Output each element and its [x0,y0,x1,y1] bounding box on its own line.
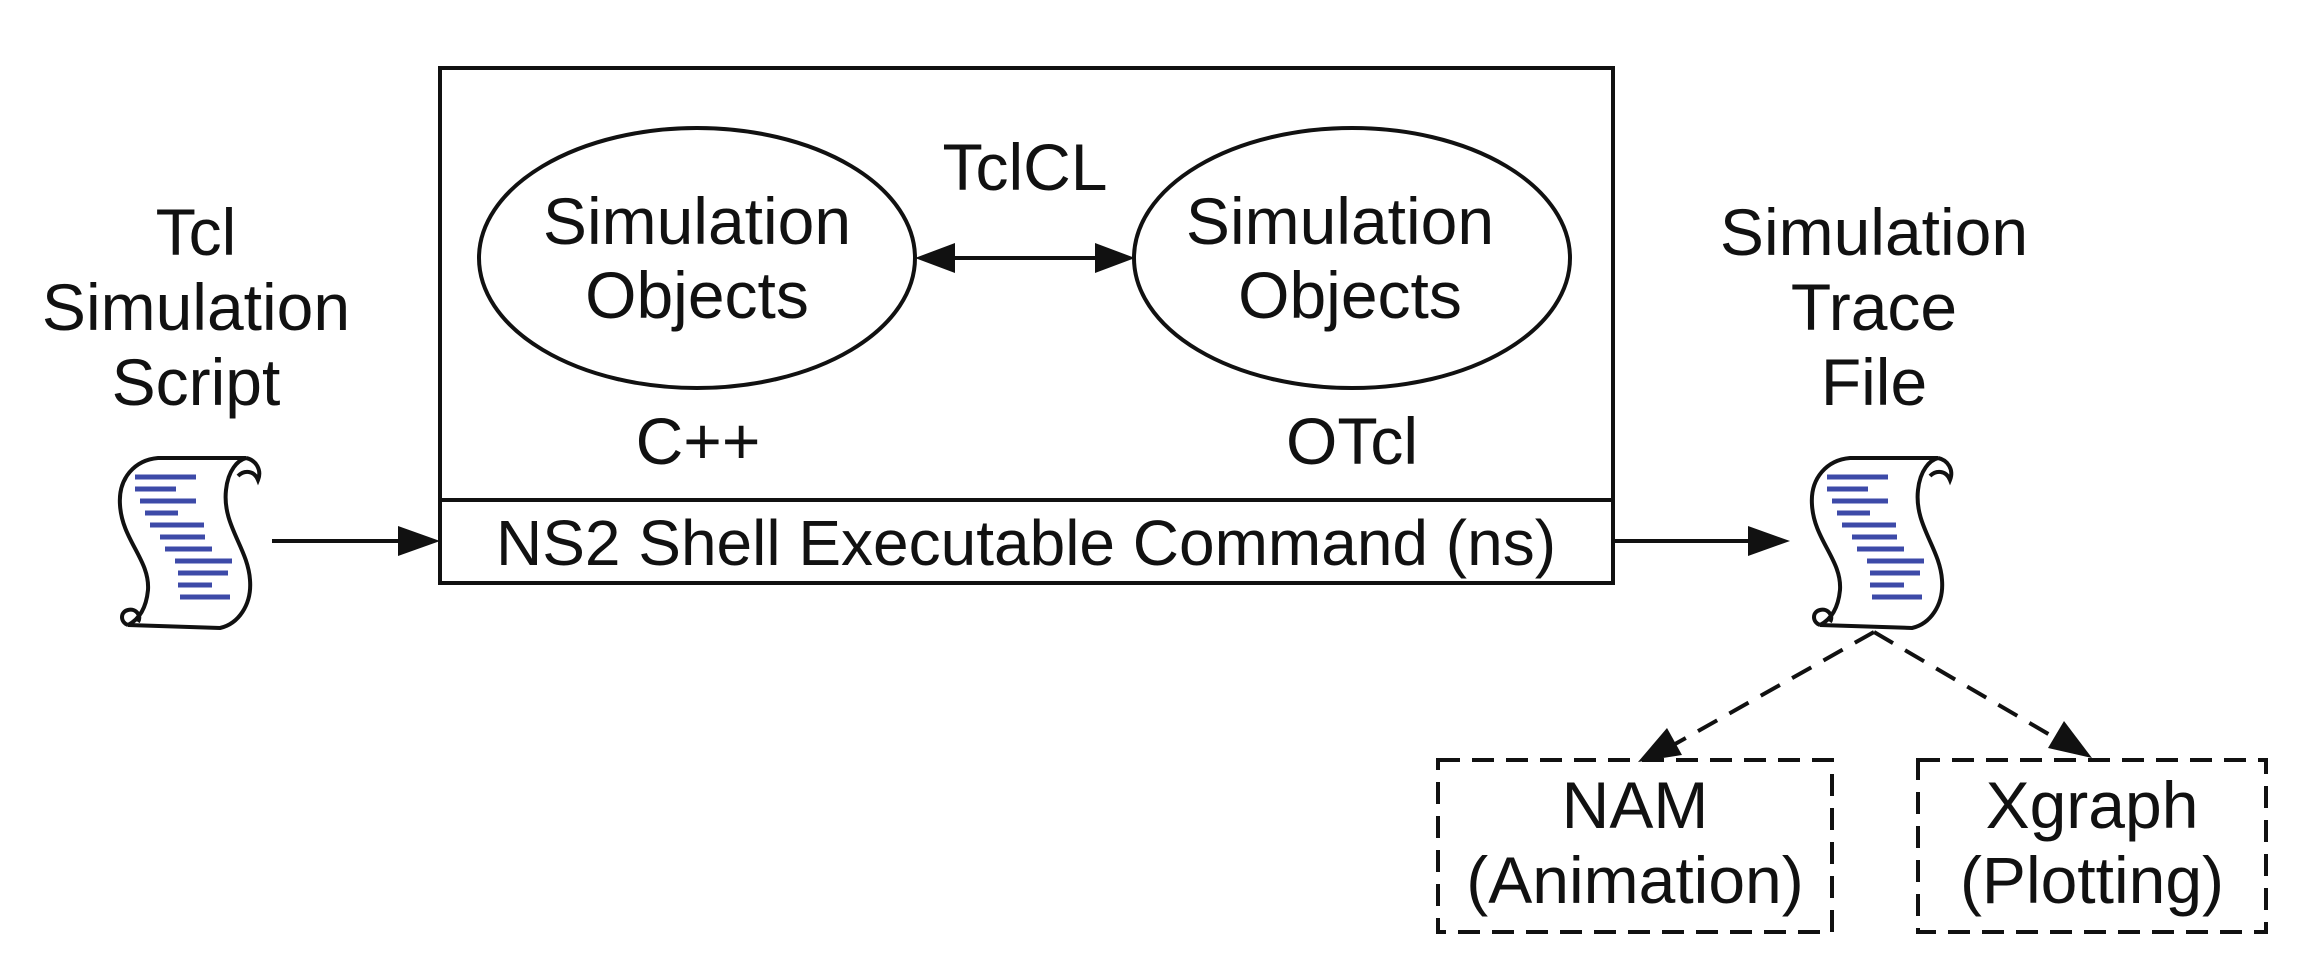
xgraph-line-1: Xgraph [1986,768,2199,842]
script-title-line-3: Script [112,345,281,419]
trace-title-line-1: Simulation [1720,195,2028,269]
nam-line-1: NAM [1562,768,1709,842]
xgraph-line-2: (Plotting) [1960,843,2224,917]
otcl-objects-line-2: Objects [1238,258,1462,332]
ns-to-trace-arrow [1613,526,1790,556]
cpp-objects-line-1: Simulation [543,184,851,258]
nam-tool-box [1436,758,1834,934]
otcl-objects-line-1: Simulation [1186,184,1494,258]
trace-to-nam-dashed-arrow [1638,630,1875,762]
ns-command-label: NS2 Shell Executable Command (ns) [496,507,1556,579]
cpp-label: C++ [636,404,761,478]
nam-line-2: (Animation) [1466,843,1803,917]
xgraph-tool-box [1916,758,2268,934]
cpp-objects-line-2: Objects [585,258,809,332]
trace-title-line-2: Trace [1791,270,1957,344]
tclcl-bidirectional-arrow [915,243,1135,273]
script-to-ns-arrow [272,526,440,556]
tclcl-label: TclCL [942,130,1107,204]
trace-title-line-3: File [1821,345,1927,419]
script-title-line-2: Simulation [42,270,350,344]
trace-file-icon [1809,456,1954,631]
script-title-line-1: Tcl [156,195,237,269]
trace-to-xgraph-dashed-arrow [1872,630,2092,758]
script-file-icon [117,456,262,631]
otcl-label: OTcl [1286,404,1418,478]
